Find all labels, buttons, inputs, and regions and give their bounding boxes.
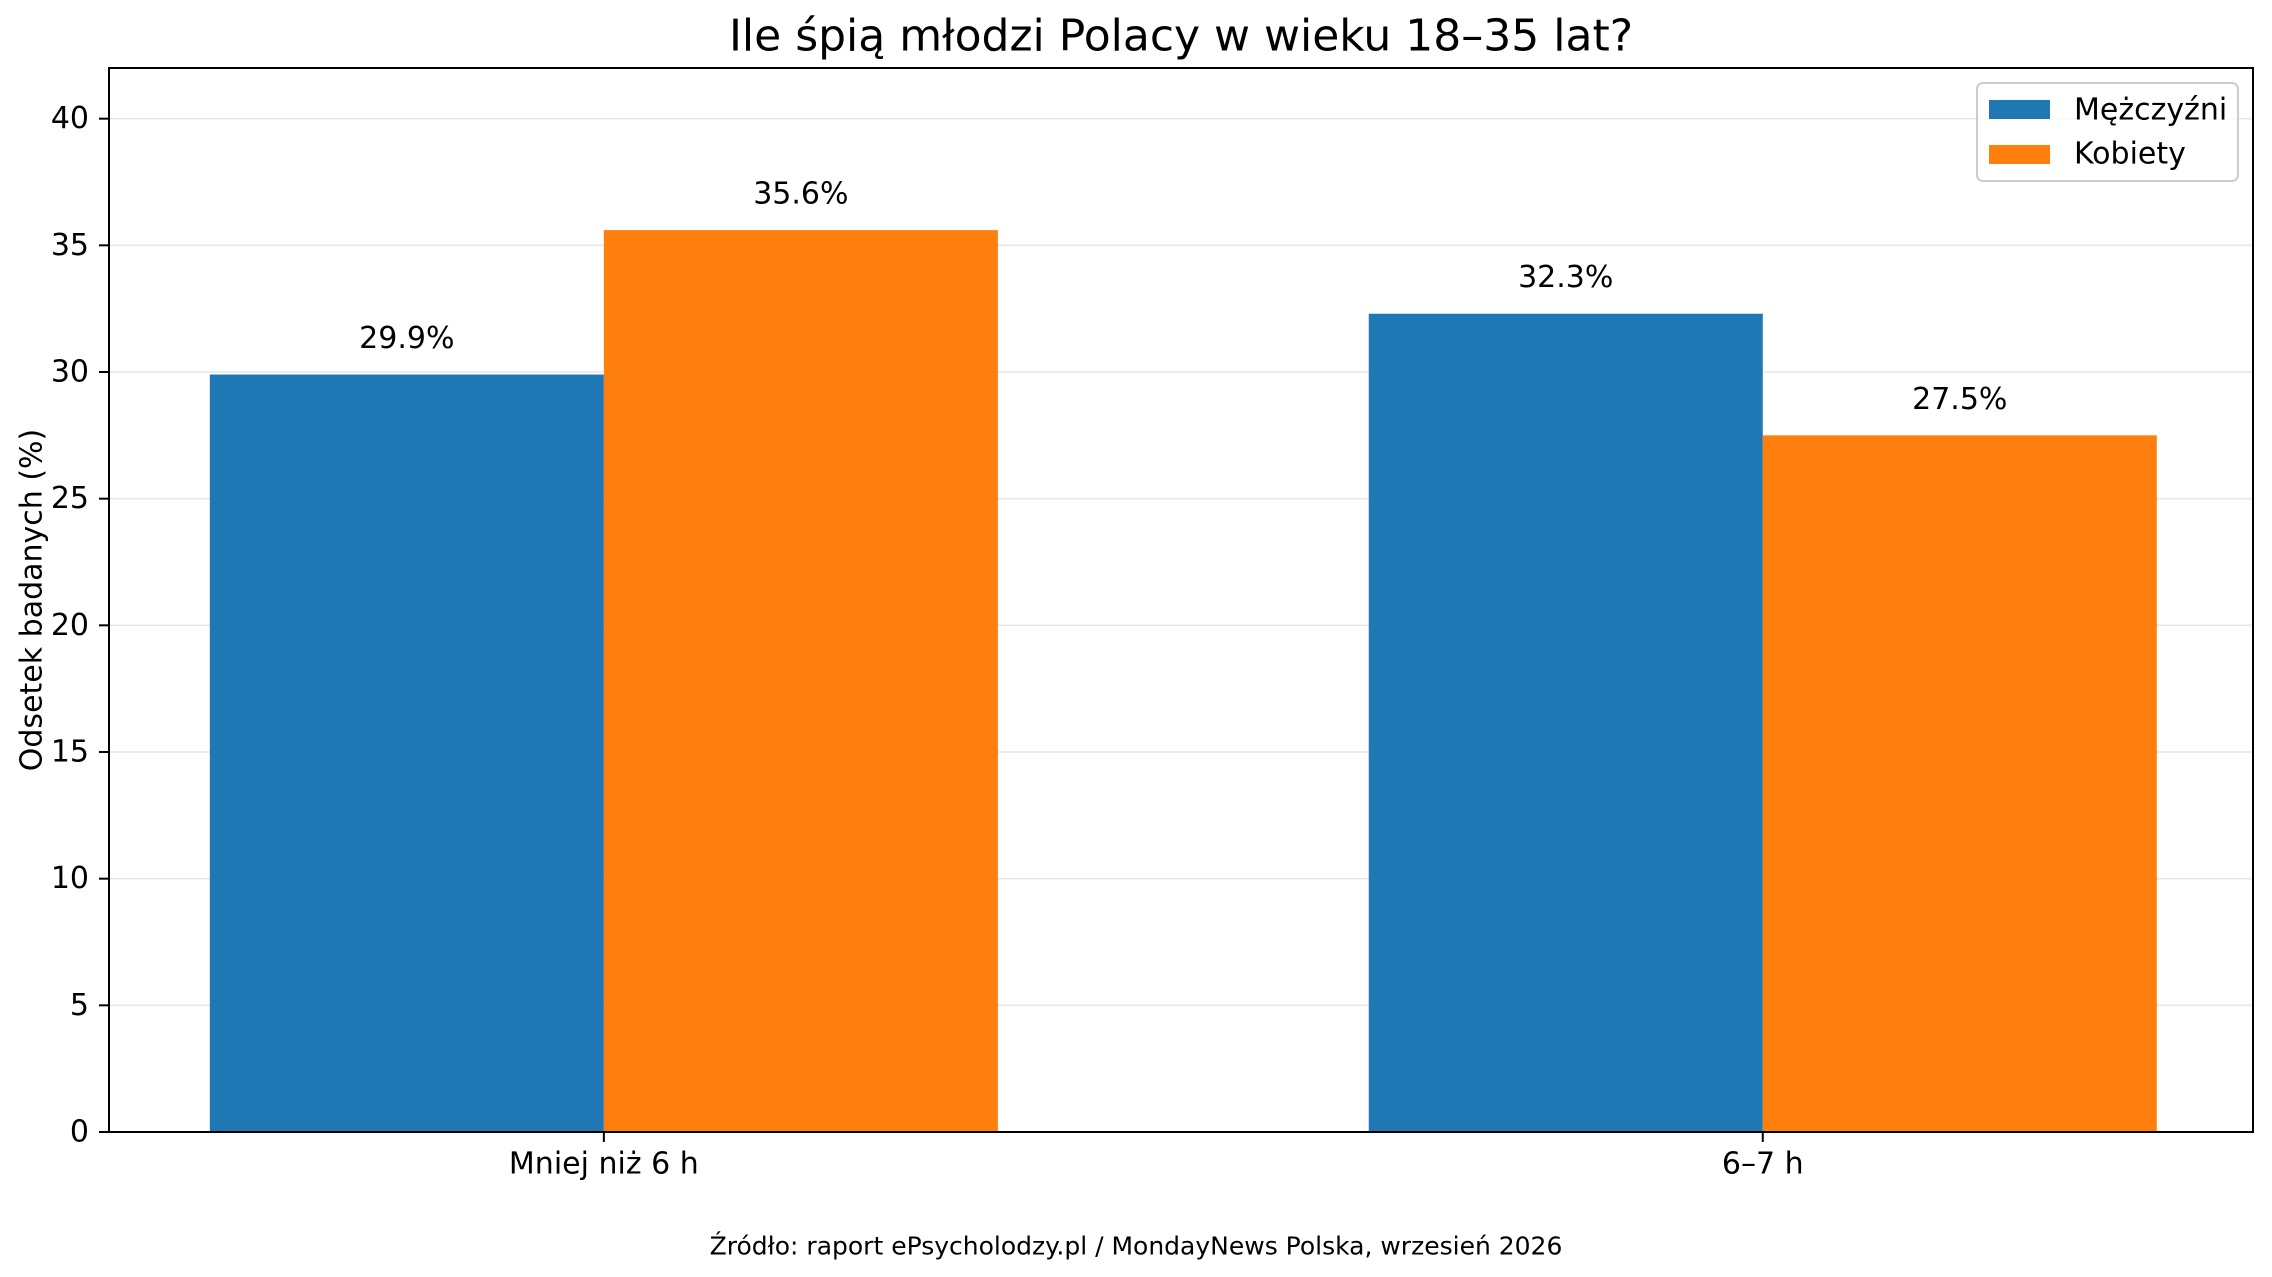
bar-series2-cat1 bbox=[603, 230, 998, 1133]
y-axis-label: Odsetek badanych (%) bbox=[15, 429, 50, 771]
axis-ticks: 0 5 10 15 20 25 30 35 40 Mniej niż 6 h 6–7 h bbox=[51, 101, 1804, 1181]
legend-swatch-mezczyzni bbox=[1989, 100, 2050, 119]
y-tick-label-40: 40 bbox=[51, 101, 89, 136]
data-labels: 29.9% 32.3% 35.6% 27.5% bbox=[359, 177, 2007, 417]
chart-title: Ile śpią młodzi Polacy w wieku 18–35 lat… bbox=[729, 11, 1633, 62]
legend: Mężczyźni Kobiety bbox=[1976, 82, 2239, 182]
y-tick-label-25: 25 bbox=[51, 481, 89, 516]
data-label-series2-cat1: 35.6% bbox=[753, 177, 848, 212]
x-tick-label-cat2: 6–7 h bbox=[1722, 1147, 1804, 1182]
y-tick-label-0: 0 bbox=[70, 1115, 89, 1150]
data-label-series2-cat2: 27.5% bbox=[1912, 382, 2007, 417]
data-label-series1-cat2: 32.3% bbox=[1518, 260, 1613, 295]
y-tick-label-10: 10 bbox=[51, 861, 89, 896]
bars bbox=[209, 230, 2157, 1133]
x-tick-label-cat1: Mniej niż 6 h bbox=[509, 1147, 699, 1182]
y-tick-label-20: 20 bbox=[51, 608, 89, 643]
y-tick-label-35: 35 bbox=[51, 228, 89, 263]
source-note: Źródło: raport ePsycholodzy.pl / MondayN… bbox=[710, 1232, 1563, 1261]
bar-series1-cat1 bbox=[209, 374, 604, 1132]
plot-frame bbox=[108, 67, 2254, 1133]
bar-series2-cat2 bbox=[1762, 435, 2157, 1132]
legend-label-mezczyzni: Mężczyźni bbox=[2074, 93, 2227, 128]
y-tick-label-15: 15 bbox=[51, 735, 89, 770]
y-tick-label-30: 30 bbox=[51, 355, 89, 390]
data-label-series1-cat1: 29.9% bbox=[359, 321, 454, 356]
bar-series1-cat2 bbox=[1368, 313, 1763, 1132]
y-tick-label-5: 5 bbox=[70, 988, 89, 1023]
legend-label-kobiety: Kobiety bbox=[2074, 137, 2186, 172]
legend-swatch-kobiety bbox=[1989, 145, 2050, 164]
